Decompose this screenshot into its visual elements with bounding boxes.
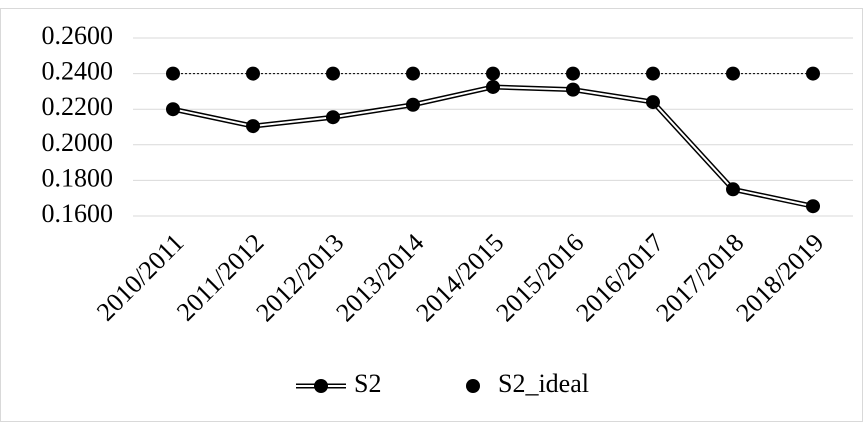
y-tick-label: 0.2400 bbox=[42, 57, 114, 86]
y-tick-label: 0.2200 bbox=[42, 92, 114, 121]
point bbox=[166, 102, 180, 117]
point bbox=[566, 66, 580, 81]
legend-marker bbox=[314, 379, 328, 393]
point bbox=[166, 66, 180, 81]
point bbox=[406, 97, 420, 112]
point bbox=[806, 66, 820, 81]
legend-label: S2 bbox=[354, 369, 381, 398]
point bbox=[486, 66, 500, 81]
point bbox=[246, 119, 260, 134]
point bbox=[646, 66, 660, 81]
point bbox=[806, 199, 820, 214]
y-tick-label: 0.1800 bbox=[42, 163, 114, 192]
legend-marker bbox=[466, 379, 480, 393]
point bbox=[326, 110, 340, 125]
point bbox=[246, 66, 260, 81]
point bbox=[486, 79, 500, 94]
legend-label: S2_ideal bbox=[498, 369, 589, 398]
y-tick-label: 0.2000 bbox=[42, 128, 114, 157]
point bbox=[326, 66, 340, 81]
point bbox=[646, 95, 660, 110]
y-tick-label: 0.2600 bbox=[42, 21, 114, 50]
point bbox=[406, 66, 420, 81]
y-tick-label: 0.1600 bbox=[42, 199, 114, 228]
point bbox=[566, 82, 580, 97]
point bbox=[726, 182, 740, 197]
chart-frame bbox=[0, 8, 863, 422]
point bbox=[726, 66, 740, 81]
